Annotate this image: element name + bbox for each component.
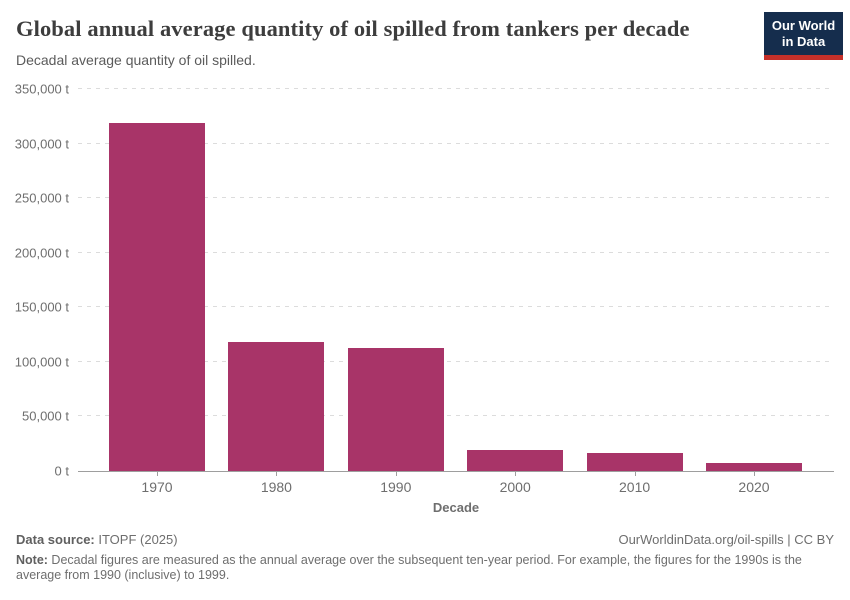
owid-logo-redbar [764, 54, 843, 60]
x-axis-tick [754, 471, 755, 476]
plot-area: 0 t 50,000 t 100,000 t 150,000 t 200,000 t 25… [15, 82, 834, 495]
chart-subtitle: Decadal average quantity of oil spilled. [16, 52, 256, 68]
x-axis-tick-label: 1980 [260, 479, 292, 495]
x-axis-tick [515, 471, 517, 476]
bar-2010[interactable] [586, 453, 683, 471]
page-title: Global annual average quantity of oil sp… [16, 16, 690, 41]
y-axis-tick-label: 150,000 t [14, 299, 69, 315]
x-axis-title: Decade [432, 500, 480, 515]
bar-1970[interactable] [109, 123, 205, 471]
owid-logo-box: Our World in Data [764, 12, 843, 55]
y-axis-tick-label: 100,000 t [14, 354, 69, 370]
data-source-line: Data source: ITOPF (2025) [16, 532, 178, 547]
footer-note-label: Note: [16, 553, 48, 567]
y-axis-tick-label: 250,000 t [14, 190, 69, 206]
x-axis-tick [157, 471, 158, 476]
owid-logo-line2: in Data [781, 33, 826, 49]
attribution-link[interactable]: OurWorldinData.org/oil-spills | CC BY [618, 532, 834, 547]
owid-logo[interactable]: Our World in Data [764, 12, 843, 60]
gridline-50000 [78, 415, 834, 417]
data-source-value: ITOPF (2025) [94, 532, 178, 547]
y-axis-tick-label: 50,000 t [22, 408, 69, 424]
y-axis-tick-label: 350,000 t [14, 81, 69, 97]
x-axis-tick [395, 471, 397, 476]
gridline-200000 [78, 251, 834, 253]
bar-2000[interactable] [467, 450, 564, 471]
gridline-250000 [78, 197, 834, 199]
gridline-350000 [78, 88, 834, 89]
owid-logo-line1: Our World [771, 18, 836, 33]
gridline-300000 [78, 142, 834, 144]
footer-note: Note: Decadal figures are measured as th… [16, 553, 813, 584]
x-axis-tick-label: 2020 [738, 479, 770, 495]
bar-1980[interactable] [228, 342, 325, 471]
y-axis-tick-label: 200,000 t [14, 245, 69, 261]
y-axis-tick-label: 0 t [54, 463, 69, 479]
bar-1990[interactable] [347, 348, 444, 471]
x-axis-tick-label: 1970 [141, 479, 173, 495]
y-axis-tick-label: 300,000 t [14, 136, 69, 152]
gridline-100000 [78, 360, 834, 362]
bar-2020[interactable] [706, 463, 802, 471]
x-axis-tick [634, 471, 636, 476]
x-axis-tick-label: 2010 [619, 479, 651, 495]
x-axis-tick-label: 1990 [380, 479, 412, 495]
gridline-150000 [78, 306, 834, 308]
data-source-label: Data source: [16, 532, 95, 547]
x-axis-tick [276, 471, 278, 476]
footer-note-text: Decadal figures are measured as the annu… [16, 553, 802, 583]
footer-sources: Data source: ITOPF (2025) OurWorldinData… [16, 532, 834, 547]
x-axis-tick-label: 2000 [499, 479, 531, 495]
